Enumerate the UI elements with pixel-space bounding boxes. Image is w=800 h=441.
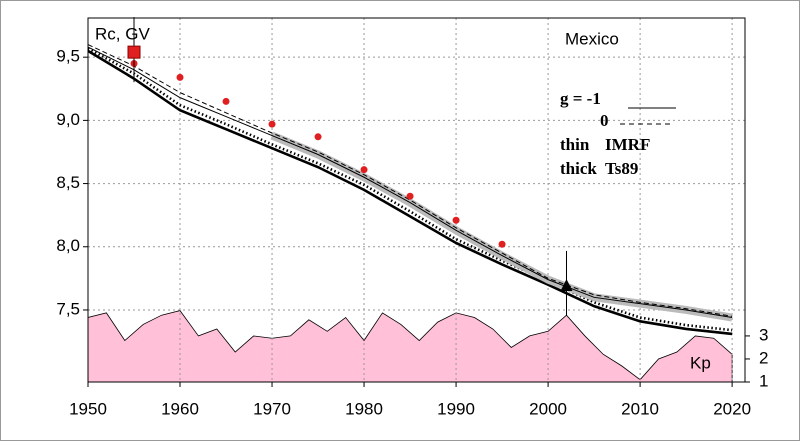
x-tick-label: 2010 [621, 399, 659, 418]
kp-area [87, 310, 733, 383]
marker-triangle [560, 278, 573, 291]
data-point [360, 166, 368, 174]
data-point [314, 133, 322, 141]
data-point [222, 97, 230, 105]
marker-square [127, 45, 141, 59]
annotation: IMRF [605, 135, 650, 154]
annotation: thick [560, 159, 597, 178]
annotation: 0 [600, 111, 609, 130]
x-tick-label: 2000 [529, 399, 567, 418]
data-point [268, 120, 276, 128]
line-thick-dotted [87, 47, 733, 332]
annotation: g = -1 [560, 89, 601, 108]
annotation: Ts89 [605, 159, 638, 178]
x-tick-label: 2020 [713, 399, 751, 418]
data-point [176, 73, 184, 81]
line-thick-solid [87, 49, 733, 336]
data-point [452, 216, 460, 224]
plot-frame [87, 17, 746, 383]
y-tick-label: 7,5 [56, 299, 80, 318]
y2-tick-label: 1 [759, 371, 768, 390]
annotation: Rc, GV [95, 24, 150, 43]
x-tick-label: 1990 [437, 399, 475, 418]
x-tick-label: 1950 [69, 399, 107, 418]
y2-tick-label: 3 [759, 325, 768, 344]
y2-tick-label: 2 [759, 348, 768, 367]
y-tick-label: 8,0 [56, 236, 80, 255]
x-tick-label: 1970 [253, 399, 291, 418]
y-tick-label: 9,0 [56, 110, 80, 129]
x-tick-label: 1960 [161, 399, 199, 418]
data-point [406, 192, 414, 200]
annotation: thin [560, 135, 590, 154]
y-tick-label: 9,5 [56, 47, 80, 66]
data-point [498, 240, 506, 248]
line-thin-dashed [87, 44, 733, 317]
y-tick-label: 8,5 [56, 173, 80, 192]
x-tick-label: 1980 [345, 399, 383, 418]
annotation: Mexico [565, 29, 619, 48]
line-thin-solid [87, 46, 733, 319]
annotation: Kp [690, 353, 711, 372]
